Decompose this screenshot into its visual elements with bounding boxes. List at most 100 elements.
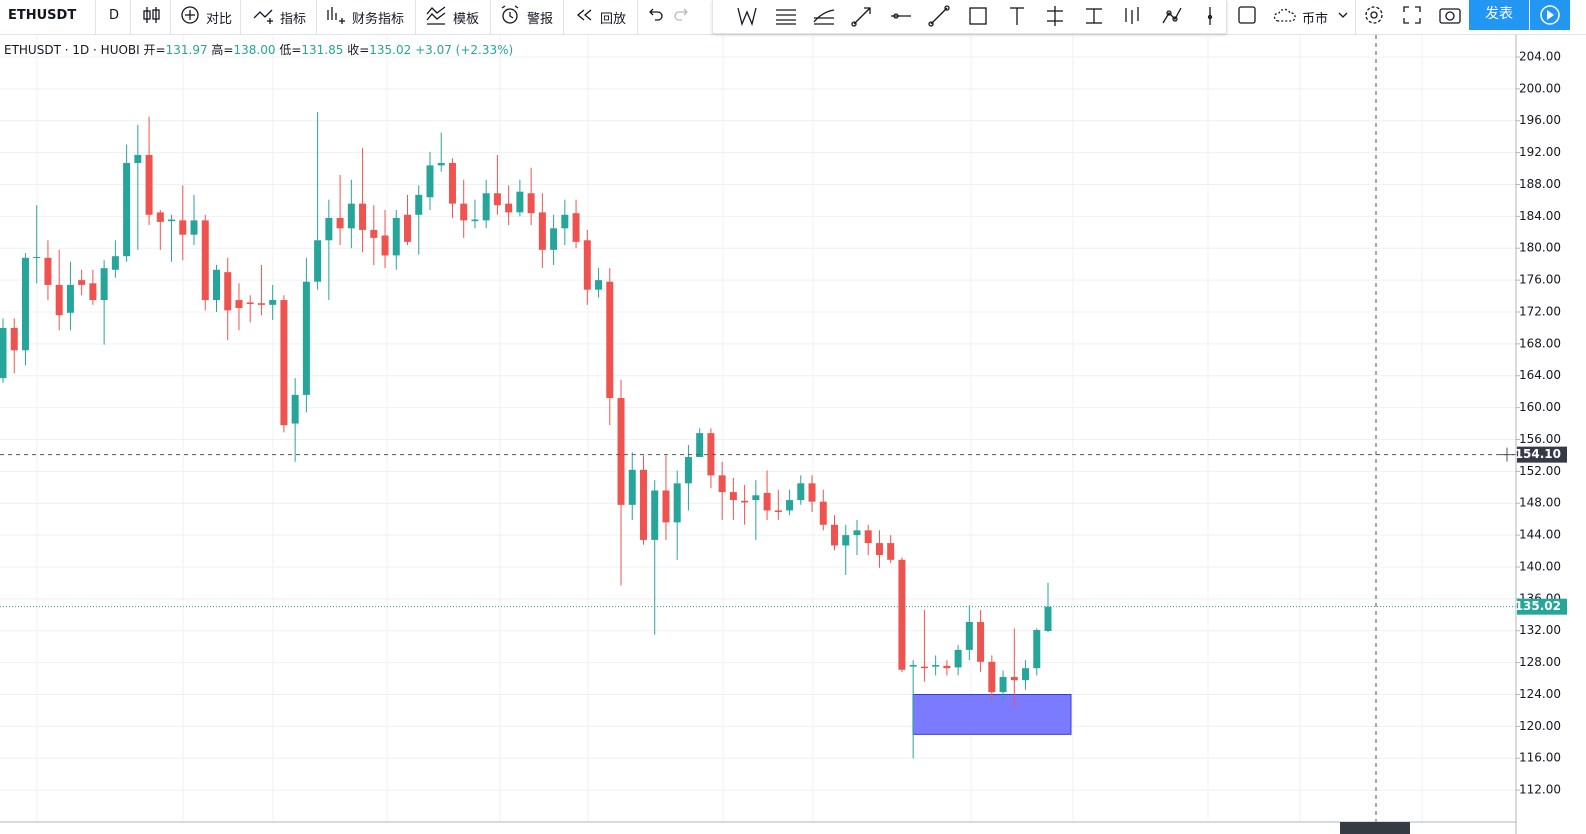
snapshot-icon[interactable] [1438, 4, 1462, 26]
text-tool[interactable] [1005, 4, 1029, 28]
measure-tool[interactable] [1082, 4, 1106, 28]
candle-body [1033, 629, 1041, 669]
template-icon[interactable] [425, 4, 449, 26]
candle-body [729, 492, 737, 501]
candle-body [696, 433, 704, 458]
candle-body [448, 162, 456, 204]
candle-body [404, 214, 412, 242]
undo-icon[interactable] [645, 4, 665, 26]
market-menu[interactable]: 币市 [1302, 12, 1329, 27]
toolbar-item[interactable]: 指标 [280, 12, 307, 27]
candle-body [639, 469, 647, 540]
separator [316, 0, 317, 34]
symbol[interactable]: ETHUSDT [8, 8, 77, 23]
separator [95, 0, 96, 34]
y-tick-label: 196.00 [1519, 113, 1561, 127]
hline-tool[interactable] [889, 4, 913, 28]
candle-body [381, 235, 389, 256]
candle-body [190, 220, 198, 235]
candle-body [123, 162, 131, 257]
candle-body [797, 483, 805, 501]
candle-body [583, 240, 591, 290]
rect-tool[interactable] [966, 4, 990, 28]
legend: ETHUSDT · 1D · HUOBI 开=131.97 高=138.00 低… [4, 42, 513, 57]
toolbar-item[interactable]: 对比 [206, 12, 233, 27]
arrow-tool[interactable] [850, 4, 874, 28]
y-tick-label: 164.00 [1519, 368, 1561, 382]
candle-body [718, 475, 726, 493]
pattern-tool[interactable] [735, 4, 759, 28]
y-tick-label: 124.00 [1519, 687, 1561, 701]
chevron-icon[interactable] [1336, 4, 1350, 26]
candle-body [0, 327, 7, 379]
separator [130, 0, 131, 34]
y-tick-label: 180.00 [1519, 241, 1561, 255]
candle-body [752, 495, 760, 501]
toolbar-item[interactable]: 财务指标 [352, 12, 405, 27]
nodes-tool[interactable] [1160, 4, 1184, 28]
candle-body [965, 621, 973, 650]
separator [563, 0, 564, 34]
legend-value: 138.00 [233, 43, 275, 57]
settings-icon[interactable] [1363, 4, 1385, 26]
publish-button[interactable]: 发表 [1469, 0, 1529, 30]
candle-body [819, 501, 827, 525]
top-toolbar: ETHUSDT D 对比 指标 财务指标 模板 警报 回放 币市 发表 [0, 0, 1586, 35]
candle-body [179, 220, 187, 235]
indicator-icon[interactable] [252, 4, 276, 26]
replay-icon[interactable] [574, 4, 596, 26]
legend-label: 收= [347, 43, 369, 57]
play-icon [1540, 5, 1560, 25]
toolbar-item[interactable]: 回放 [600, 12, 627, 27]
range-tool[interactable] [1043, 4, 1067, 28]
candle-body [325, 217, 333, 241]
financial-icon[interactable] [324, 4, 348, 26]
legend-label: 高= [211, 42, 233, 57]
fib-tool[interactable] [812, 4, 836, 28]
y-tick-label: 156.00 [1519, 432, 1561, 446]
candle-body [774, 510, 782, 513]
candle-body [1044, 606, 1052, 631]
candle-body [943, 665, 951, 669]
candle-body [336, 217, 344, 229]
y-tick-label: 172.00 [1519, 304, 1561, 318]
toolbar-item[interactable]: 模板 [453, 12, 480, 27]
square-icon[interactable] [1236, 4, 1258, 26]
alert-icon[interactable] [499, 4, 523, 26]
separator [490, 0, 491, 34]
candle-body [920, 666, 928, 669]
y-tick-label: 176.00 [1519, 273, 1561, 287]
candle-body [359, 203, 367, 230]
candle-icon[interactable] [142, 4, 162, 26]
lines-tool[interactable] [774, 4, 798, 28]
interval[interactable]: D [109, 8, 120, 23]
candle-body [415, 194, 423, 215]
separator [240, 0, 241, 34]
y-tick-label: 148.00 [1519, 496, 1561, 510]
bars-tool[interactable] [1121, 4, 1145, 28]
cloud-icon[interactable] [1272, 4, 1298, 26]
y-tick-label: 144.00 [1519, 528, 1561, 542]
redo-icon[interactable] [672, 4, 692, 26]
compare-icon[interactable] [179, 4, 201, 26]
candle-body [314, 240, 322, 282]
candle-body [493, 193, 501, 206]
candle-body [527, 193, 535, 214]
candle-body [909, 665, 917, 667]
play-button[interactable] [1530, 0, 1570, 30]
brush-tool[interactable] [1198, 4, 1222, 28]
candle-body [89, 283, 97, 301]
candle-body [257, 303, 265, 305]
y-tick-label: 160.00 [1519, 400, 1561, 414]
trend-tool[interactable] [927, 4, 951, 28]
y-tick-label: 140.00 [1519, 559, 1561, 573]
fullscreen-icon[interactable] [1401, 4, 1423, 26]
y-tick-label: 112.00 [1519, 783, 1561, 797]
candle-body [595, 280, 603, 290]
toolbar-item[interactable]: 警报 [527, 12, 554, 27]
candle-body [156, 212, 164, 222]
candle-body [505, 203, 513, 213]
candle-body [280, 300, 288, 426]
candle-body [302, 281, 310, 395]
candle-body [21, 257, 29, 351]
